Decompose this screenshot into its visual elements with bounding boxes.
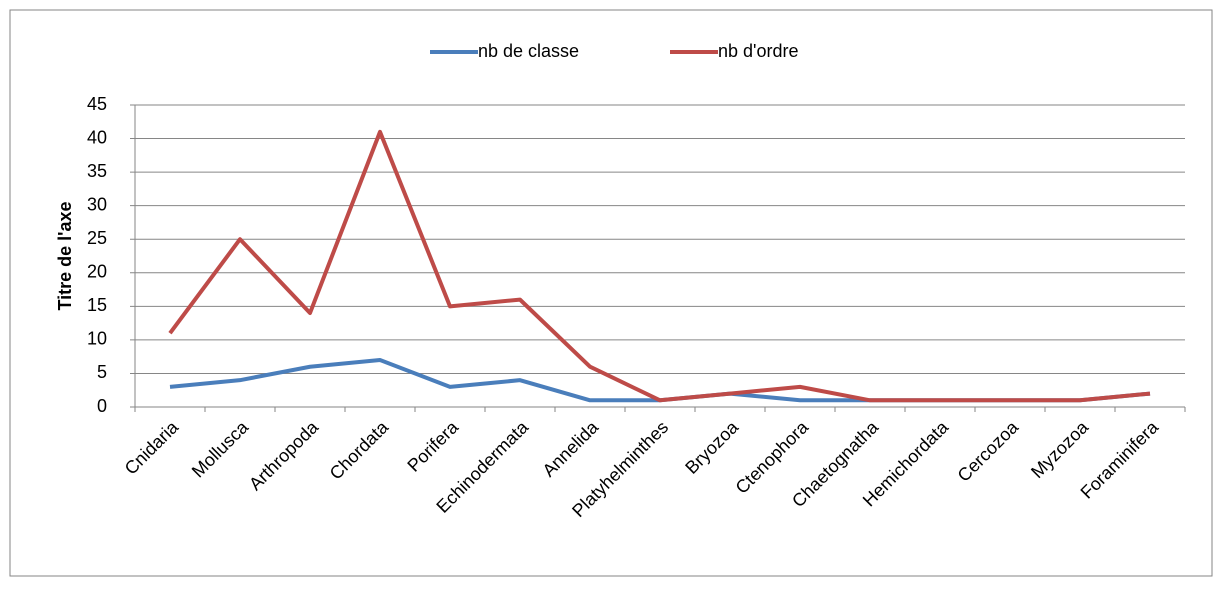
y-tick-label: 30 xyxy=(87,194,107,214)
y-tick-label: 40 xyxy=(87,127,107,147)
y-tick-label: 35 xyxy=(87,161,107,181)
legend-label: nb d'ordre xyxy=(718,41,799,61)
y-tick-label: 20 xyxy=(87,262,107,282)
y-tick-label: 0 xyxy=(97,396,107,416)
chart-border xyxy=(9,9,1213,577)
y-tick-label: 15 xyxy=(87,295,107,315)
y-tick-label: 10 xyxy=(87,329,107,349)
line xyxy=(168,129,1151,403)
legend-label: nb de classe xyxy=(478,41,579,61)
y-axis-label: Titre de l'axe xyxy=(55,201,75,310)
y-tick-label: 25 xyxy=(87,228,107,248)
y-tick-label: 45 xyxy=(87,94,107,114)
y-tick-label: 5 xyxy=(97,362,107,382)
